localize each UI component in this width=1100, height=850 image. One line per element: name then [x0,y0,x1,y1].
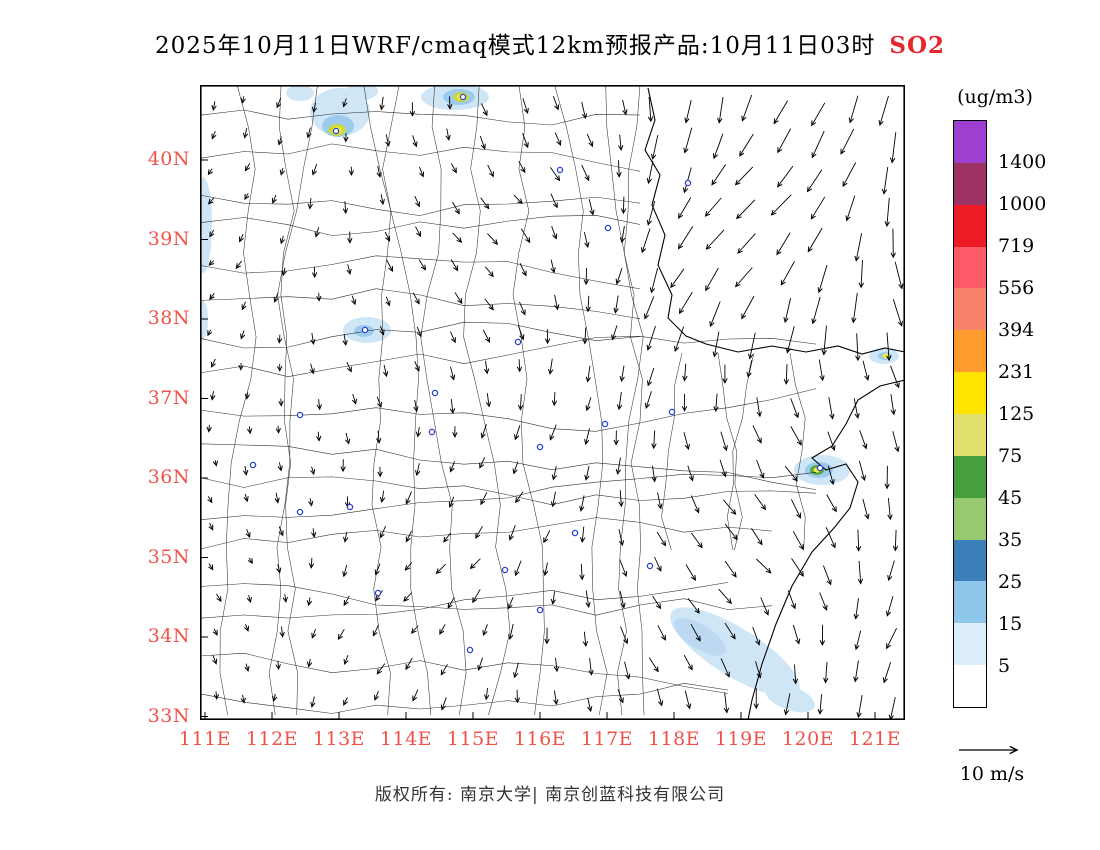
y-tick-label: 40N [147,148,190,170]
colorbar-band [954,581,986,624]
y-tick-label: 34N [147,625,190,647]
city-marker [296,508,304,516]
boundary-lines [199,84,817,716]
colorbar [953,120,987,708]
map-canvas [194,82,906,721]
city-marker [571,529,579,537]
city-marker [466,646,474,654]
x-tick-label: 113E [312,728,366,750]
page-title: 2025年10月11日WRF/cmaq模式12km预报产品:10月11日03时 S… [0,26,1100,60]
colorbar-band [954,665,986,708]
wind-legend-label: 10 m/s [959,763,1025,785]
city-marker [604,224,612,232]
species-label: SO2 [889,32,946,59]
y-tick-label: 35N [147,545,190,568]
colorbar-band [954,288,986,331]
colorbar-band [954,246,986,289]
x-tick-label: 119E [714,728,768,750]
x-tick-label: 115E [446,728,500,750]
colorbar-band [954,539,986,582]
colorbar-boundary-label: 1000 [998,193,1047,215]
x-tick-label: 111E [178,728,232,750]
concentration-blob [286,85,314,101]
colorbar-boundary-label: 45 [998,487,1023,509]
y-tick-label: 36N [147,466,190,488]
y-tick-label: 33N [147,704,190,727]
city-marker [816,464,824,472]
colorbar-band [954,204,986,247]
city-marker [601,420,609,428]
city-marker [459,93,467,101]
x-tick-label: 112E [245,728,299,750]
y-tick-label: 38N [147,307,190,329]
x-tick-label: 116E [513,728,567,750]
colorbar-band [954,121,986,163]
colorbar-boundary-label: 5 [998,655,1011,677]
colorbar-boundary-label: 25 [998,571,1023,593]
colorbar-band [954,162,986,205]
y-tick-label: 39N [147,227,190,250]
city-marker [684,179,692,187]
city-marker [361,326,369,334]
city-marker [332,127,340,135]
city-marker [346,503,354,511]
x-tick-label: 121E [848,728,902,750]
colorbar-boundary-label: 394 [998,319,1035,341]
x-tick-label: 117E [580,728,634,750]
map-area [194,82,906,721]
city-marker [556,166,564,174]
colorbar-boundary-label: 719 [998,235,1035,257]
colorbar-unit-label: (ug/m3) [957,86,1033,108]
wind-reference-arrow-icon [959,741,1029,757]
colorbar-band [954,623,986,666]
colorbar-boundary-label: 125 [998,403,1035,425]
colorbar-band [954,372,986,415]
x-tick-label: 120E [781,728,835,750]
colorbar-boundary-label: 75 [998,445,1023,467]
colorbar-boundary-label: 556 [998,277,1035,299]
x-tick-label: 114E [379,728,433,750]
city-marker [501,566,509,574]
city-marker [536,606,544,614]
coastline [644,87,906,721]
axis-tick-marks [200,159,876,720]
city-marker [374,589,382,597]
colorbar-band [954,414,986,456]
city-marker [428,428,436,436]
colorbar-boundary-label: 231 [998,361,1035,383]
city-marker [431,389,439,397]
map-border [200,85,906,721]
wind-vectors [206,94,904,721]
colorbar-boundary-label: 15 [998,613,1023,635]
colorbar-band [954,330,986,373]
colorbar-band [954,497,986,540]
concentration-blob [194,177,212,273]
city-marker [249,461,257,469]
city-marker [668,408,676,416]
city-markers [249,93,824,654]
concentration-blob [765,683,815,713]
colorbar-boundary-label: 1400 [998,151,1047,173]
concentration-shading [194,82,899,713]
title-text: 2025年10月11日WRF/cmaq模式12km预报产品:10月11日03时 [154,33,876,59]
wind-legend: 10 m/s [942,740,1042,785]
colorbar-band [954,455,986,498]
city-marker [646,562,654,570]
y-tick-label: 37N [147,386,190,409]
colorbar-boundary-label: 35 [998,529,1023,551]
city-marker [296,411,304,419]
city-marker [514,338,522,346]
x-tick-label: 118E [647,728,701,750]
copyright-footer: 版权所有: 南京大学| 南京创蓝科技有限公司 [374,785,726,805]
city-marker [536,443,544,451]
